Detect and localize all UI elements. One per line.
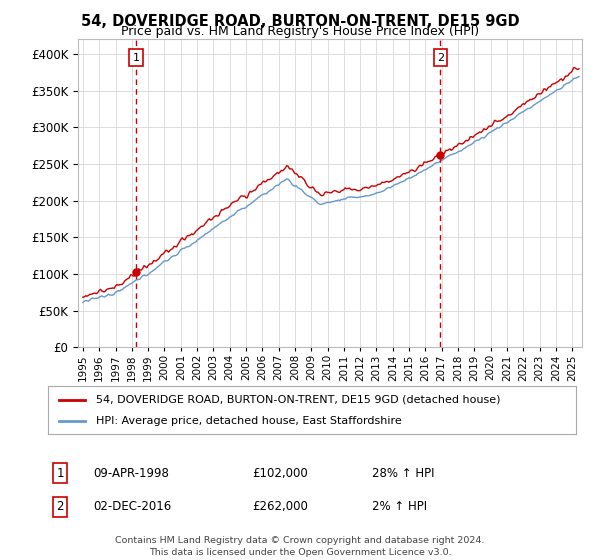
Text: 2: 2: [437, 53, 444, 63]
Text: £102,000: £102,000: [252, 466, 308, 480]
Text: Contains HM Land Registry data © Crown copyright and database right 2024.
This d: Contains HM Land Registry data © Crown c…: [115, 536, 485, 557]
Text: 1: 1: [56, 466, 64, 480]
Text: 54, DOVERIDGE ROAD, BURTON-ON-TRENT, DE15 9GD: 54, DOVERIDGE ROAD, BURTON-ON-TRENT, DE1…: [80, 14, 520, 29]
Text: HPI: Average price, detached house, East Staffordshire: HPI: Average price, detached house, East…: [95, 416, 401, 426]
Text: 09-APR-1998: 09-APR-1998: [93, 466, 169, 480]
Text: 28% ↑ HPI: 28% ↑ HPI: [372, 466, 434, 480]
Text: 1: 1: [133, 53, 140, 63]
Text: 2: 2: [56, 500, 64, 514]
Text: Price paid vs. HM Land Registry's House Price Index (HPI): Price paid vs. HM Land Registry's House …: [121, 25, 479, 38]
Text: 2% ↑ HPI: 2% ↑ HPI: [372, 500, 427, 514]
Text: 54, DOVERIDGE ROAD, BURTON-ON-TRENT, DE15 9GD (detached house): 54, DOVERIDGE ROAD, BURTON-ON-TRENT, DE1…: [95, 395, 500, 405]
Text: £262,000: £262,000: [252, 500, 308, 514]
Text: 02-DEC-2016: 02-DEC-2016: [93, 500, 171, 514]
